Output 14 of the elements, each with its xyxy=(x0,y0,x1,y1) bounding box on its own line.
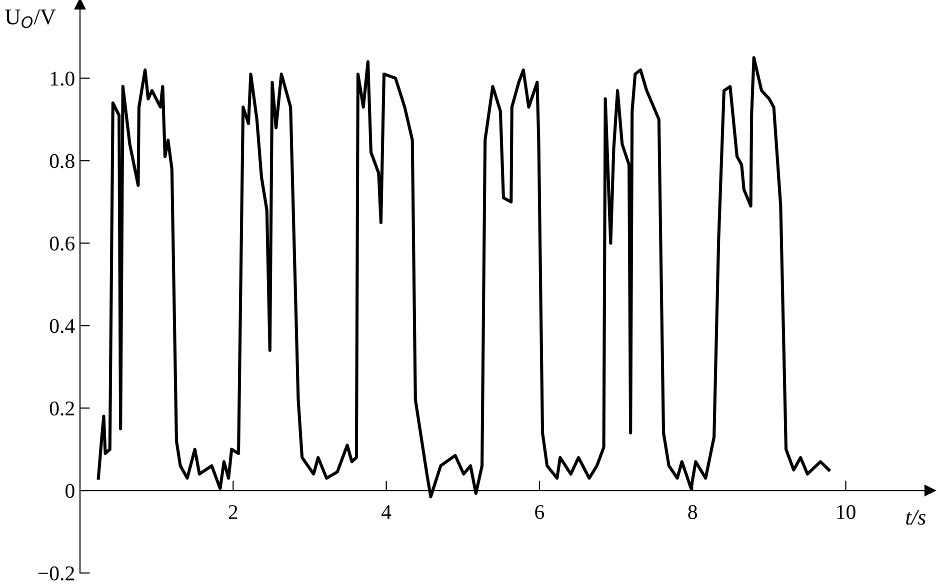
x-tick-label: 4 xyxy=(382,505,392,519)
x-tick-label: 8 xyxy=(688,505,698,520)
y-tick-label: 0.4 xyxy=(50,318,75,334)
y-tick-label: 0.8 xyxy=(50,154,74,168)
y-tick-label: −0.2 xyxy=(38,566,74,581)
y-tick-label: 1.0 xyxy=(50,72,74,86)
y-tick-label: 0.2 xyxy=(50,401,74,416)
y-axis-title: U$_{O}$/V xyxy=(5,10,56,28)
y-tick-label: 0.6 xyxy=(50,236,75,251)
x-tick-label: 10 xyxy=(837,505,856,520)
x-tick-label: 6 xyxy=(535,505,544,520)
y-tick-label: 0 xyxy=(66,484,74,498)
x-axis-title: t/s xyxy=(906,510,926,525)
x-tick-label: 2 xyxy=(228,505,238,519)
